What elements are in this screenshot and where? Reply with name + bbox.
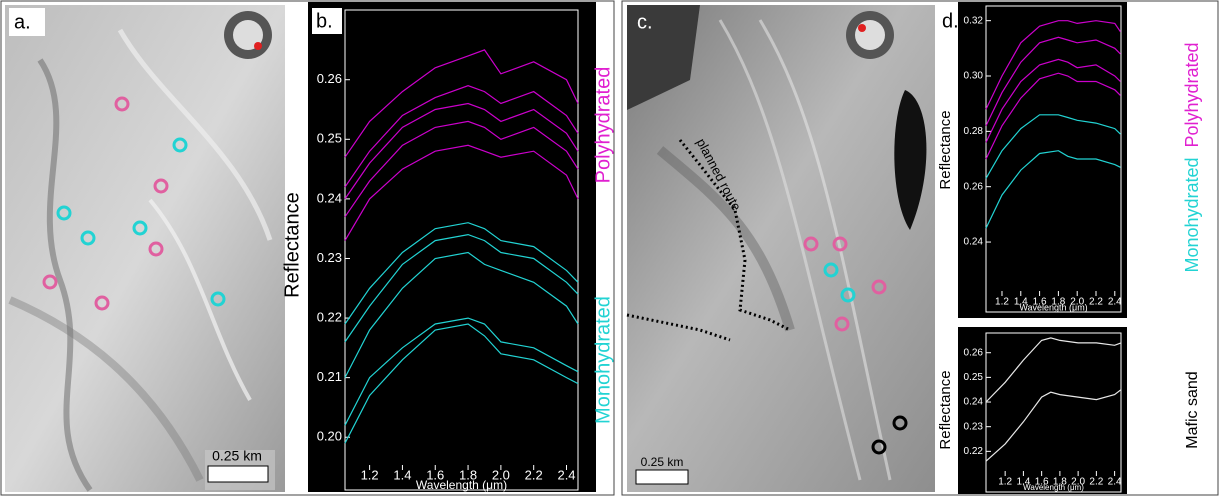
y-tick-label: 0.21	[317, 369, 342, 384]
spectrum-line	[985, 337, 1122, 403]
y-tick-label: 0.24	[964, 397, 984, 408]
x-tick-label: 1.2	[361, 467, 379, 482]
spectrum-line	[344, 222, 579, 325]
y-tick-label: 0.22	[964, 446, 984, 457]
plot-frame	[344, 9, 579, 491]
spectrum-line	[344, 144, 579, 241]
scale-bar-label: 0.25 km	[641, 455, 684, 469]
y-tick-label: 0.20	[317, 429, 342, 444]
x-tick-label: 2.4	[1108, 477, 1122, 488]
x-axis-label: Wavelength (μm)	[1023, 483, 1084, 492]
x-tick-label: 1.8	[459, 467, 477, 482]
x-tick-label: 1.6	[1035, 477, 1049, 488]
spectrum-line	[344, 233, 579, 343]
x-axis-label: Wavelength (μm)	[1019, 302, 1087, 312]
y-axis-label: Reflectance	[281, 192, 303, 298]
y-tick-label: 0.25	[964, 372, 984, 383]
spectrum-line	[985, 150, 1121, 229]
x-tick-label: 2.2	[1089, 297, 1103, 308]
x-tick-label: 2.4	[557, 467, 575, 482]
spectrum-line	[985, 72, 1121, 160]
annotation: Polyhydrated	[1182, 42, 1202, 147]
y-tick-label: 0.23	[317, 250, 342, 265]
y-tick-label: 0.26	[964, 347, 984, 358]
plot-background	[958, 327, 1127, 494]
panel-frame	[621, 0, 1219, 496]
plot-background	[958, 2, 1127, 318]
y-tick-label: 0.32	[964, 15, 984, 26]
y-tick-label: 0.24	[964, 237, 984, 248]
y-tick-label: 0.24	[317, 190, 342, 205]
spectrum-line	[344, 102, 579, 200]
x-axis-label: Wavelength (μm)	[416, 478, 507, 492]
plot-background	[308, 2, 596, 492]
y-tick-label: 0.25	[317, 131, 342, 146]
annotation: Monohydrated	[592, 296, 614, 424]
panel-label: c.	[637, 11, 653, 33]
x-tick-label: 1.2	[995, 297, 1009, 308]
y-tick-label: 0.26	[964, 181, 984, 192]
x-tick-label: 2.0	[492, 467, 510, 482]
scale-bar-label: 0.25 km	[212, 448, 262, 464]
panel-label: b.	[316, 10, 333, 32]
y-tick-label: 0.30	[964, 71, 984, 82]
y-tick-label: 0.22	[317, 309, 342, 324]
panel-frame	[0, 0, 615, 496]
y-tick-label: 0.23	[964, 421, 984, 432]
x-tick-label: 2.2	[1089, 477, 1103, 488]
spectrum-line	[985, 36, 1121, 127]
spectrum-line	[344, 323, 579, 444]
panel-label: d.	[942, 10, 959, 32]
annotation: Mafic sand	[1184, 371, 1201, 448]
y-axis-label: Reflectance	[937, 110, 954, 189]
y-tick-label: 0.28	[964, 126, 984, 137]
spectrum-line	[344, 85, 579, 188]
y-tick-label: 0.26	[317, 71, 342, 86]
spectrum-line	[344, 317, 579, 426]
x-tick-label: 1.6	[426, 467, 444, 482]
x-tick-label: 1.8	[1053, 477, 1067, 488]
x-tick-label: 1.4	[1016, 477, 1030, 488]
x-tick-label: 1.8	[1051, 297, 1065, 308]
spectrum-line	[344, 49, 579, 158]
x-tick-label: 1.4	[393, 467, 411, 482]
spectrum-line	[985, 58, 1121, 143]
x-tick-label: 1.4	[1014, 297, 1028, 308]
x-tick-label: 2.0	[1070, 297, 1084, 308]
spectrum-line	[344, 251, 579, 378]
x-tick-label: 1.6	[1033, 297, 1047, 308]
panel-label: a.	[14, 11, 31, 33]
spectrum-line	[985, 20, 1121, 110]
panel-label-box	[312, 8, 342, 34]
plot-frame	[985, 332, 1122, 493]
y-axis-label: Reflectance	[937, 370, 954, 449]
x-tick-label: 2.4	[1108, 297, 1122, 308]
annotation: Polyhydrated	[592, 67, 614, 184]
spectrum-line	[985, 114, 1121, 179]
x-tick-label: 2.2	[525, 467, 543, 482]
spectrum-line	[344, 120, 579, 218]
image-a	[5, 5, 285, 492]
annotation: Monohydrated	[1182, 157, 1202, 272]
x-tick-label: 2.0	[1071, 477, 1085, 488]
spectrum-line	[985, 389, 1122, 462]
x-tick-label: 1.2	[998, 477, 1012, 488]
image-c	[626, 5, 935, 492]
